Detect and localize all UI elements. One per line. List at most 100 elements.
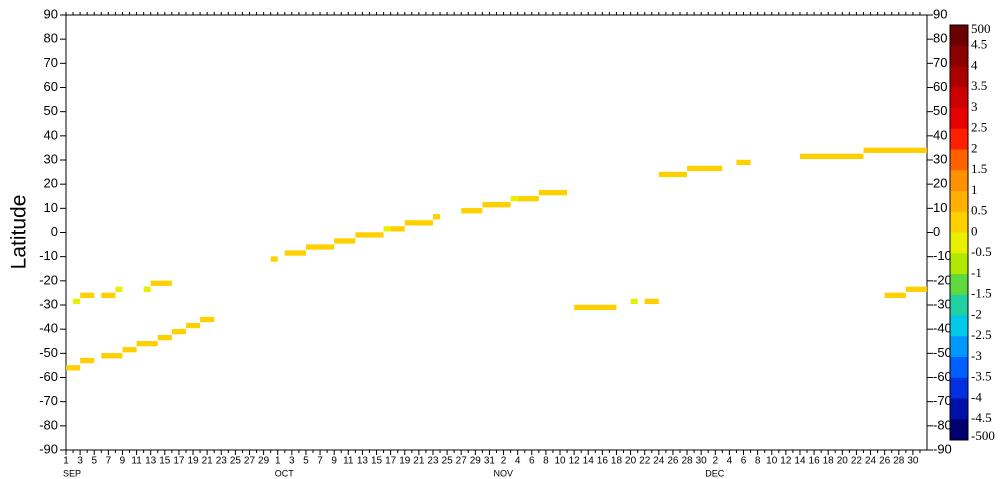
- x-tick-label: 16: [809, 456, 821, 467]
- data-segment: [143, 286, 151, 292]
- y-tick-label-right: -70: [933, 393, 952, 408]
- x-tick-label: 27: [244, 456, 256, 467]
- y-tick-label: 80: [44, 31, 58, 46]
- y-tick-label-right: 80: [933, 31, 947, 46]
- y-tick-label-right: 50: [933, 103, 947, 118]
- colorbar-bin: [950, 191, 968, 213]
- data-segment: [80, 292, 95, 298]
- x-tick-label: 18: [823, 456, 835, 467]
- data-segment: [701, 165, 723, 172]
- data-segment: [404, 220, 433, 226]
- y-axis-title: Latitude: [8, 195, 31, 270]
- colorbar-label: 1: [971, 182, 978, 197]
- colorbar-label: -1.5: [971, 286, 992, 301]
- colorbar-label: -2.5: [971, 327, 992, 342]
- y-tick-label: 90: [44, 6, 58, 21]
- x-tick-label: 17: [385, 456, 397, 467]
- colorbar-label: -2: [971, 306, 982, 321]
- colorbar-label: 4: [971, 57, 978, 72]
- x-tick-label: 16: [597, 456, 609, 467]
- data-segment: [313, 244, 335, 250]
- colorbar-label: 1.5: [971, 161, 987, 176]
- colorbar-label: -3: [971, 348, 982, 363]
- data-segment: [517, 196, 539, 202]
- x-tick-label: 14: [583, 456, 595, 467]
- colorbar-label: 500: [971, 21, 991, 36]
- x-tick-label: 1: [275, 456, 281, 467]
- x-tick-label: 15: [371, 456, 383, 467]
- x-tick-label: 29: [258, 456, 270, 467]
- colorbar-label: -0.5: [971, 244, 992, 259]
- y-tick-label-right: 70: [933, 55, 947, 70]
- x-tick-label: 8: [543, 456, 549, 467]
- x-tick-label: 28: [893, 456, 905, 467]
- x-tick-label: 25: [230, 456, 242, 467]
- x-tick-label: 4: [727, 456, 733, 467]
- y-tick-label: 60: [44, 79, 58, 94]
- x-tick-label: 9: [331, 456, 337, 467]
- x-tick-label: 13: [145, 456, 157, 467]
- data-segment: [630, 298, 638, 305]
- data-segment: [799, 153, 864, 160]
- data-segment: [461, 208, 483, 214]
- x-tick-label: 4: [515, 456, 521, 467]
- x-tick-label: 15: [159, 456, 171, 467]
- data-segment: [432, 214, 441, 220]
- x-tick-label: 13: [357, 456, 369, 467]
- data-segment: [905, 286, 927, 292]
- colorbar-label: -500: [971, 428, 995, 443]
- x-tick-label: 14: [794, 456, 806, 467]
- colorbar-bin: [950, 66, 968, 88]
- x-tick-label: 29: [470, 456, 482, 467]
- y-tick-label: -40: [39, 321, 58, 336]
- x-tick-label: 7: [106, 456, 112, 467]
- data-segment: [390, 226, 405, 232]
- colorbar-label: -4: [971, 389, 982, 404]
- y-tick-label-right: -60: [933, 369, 952, 384]
- x-tick-label: 26: [667, 456, 679, 467]
- month-label: OCT: [275, 468, 295, 478]
- x-tick-label: 2: [501, 456, 507, 467]
- x-tick-label: 24: [865, 456, 877, 467]
- data-segment: [270, 256, 278, 262]
- data-segment: [383, 226, 391, 232]
- y-tick-label: -90: [39, 441, 58, 456]
- data-segment: [305, 244, 314, 250]
- data-segment: [73, 298, 81, 305]
- colorbar-bin: [950, 108, 968, 130]
- data-segment: [157, 334, 172, 341]
- x-tick-label: 6: [741, 456, 747, 467]
- data-segment: [284, 250, 306, 256]
- colorbar-bin: [950, 45, 968, 67]
- y-tick-label: -50: [39, 345, 58, 360]
- data-segment: [538, 189, 568, 196]
- month-label: NOV: [494, 468, 514, 478]
- data-segment: [687, 165, 702, 172]
- y-tick-label: -60: [39, 369, 58, 384]
- y-tick-label-right: -80: [933, 417, 952, 432]
- data-segment: [115, 286, 123, 292]
- y-tick-label: 70: [44, 55, 58, 70]
- y-tick-label-right: 90: [933, 6, 947, 21]
- x-tick-label: 21: [202, 456, 214, 467]
- colorbar-bin: [950, 25, 968, 47]
- x-tick-label: 23: [427, 456, 439, 467]
- data-segment: [510, 196, 518, 202]
- colorbar-label: -4.5: [971, 410, 992, 425]
- y-tick-label-right: 20: [933, 176, 947, 191]
- colorbar-bin: [950, 87, 968, 109]
- y-tick-label: 20: [44, 176, 58, 191]
- x-tick-label: 10: [766, 456, 778, 467]
- y-tick-label: -70: [39, 393, 58, 408]
- colorbar-bin: [950, 170, 968, 192]
- data-segment: [884, 292, 906, 298]
- x-tick-label: 28: [681, 456, 693, 467]
- data-segment: [482, 202, 511, 208]
- colorbar-label: 2.5: [971, 120, 987, 135]
- y-tick-label-right: -90: [933, 441, 952, 456]
- colorbar-bin: [950, 336, 968, 358]
- y-tick-label: 40: [44, 127, 58, 142]
- y-tick-label-right: -30: [933, 296, 952, 311]
- x-tick-label: 19: [399, 456, 411, 467]
